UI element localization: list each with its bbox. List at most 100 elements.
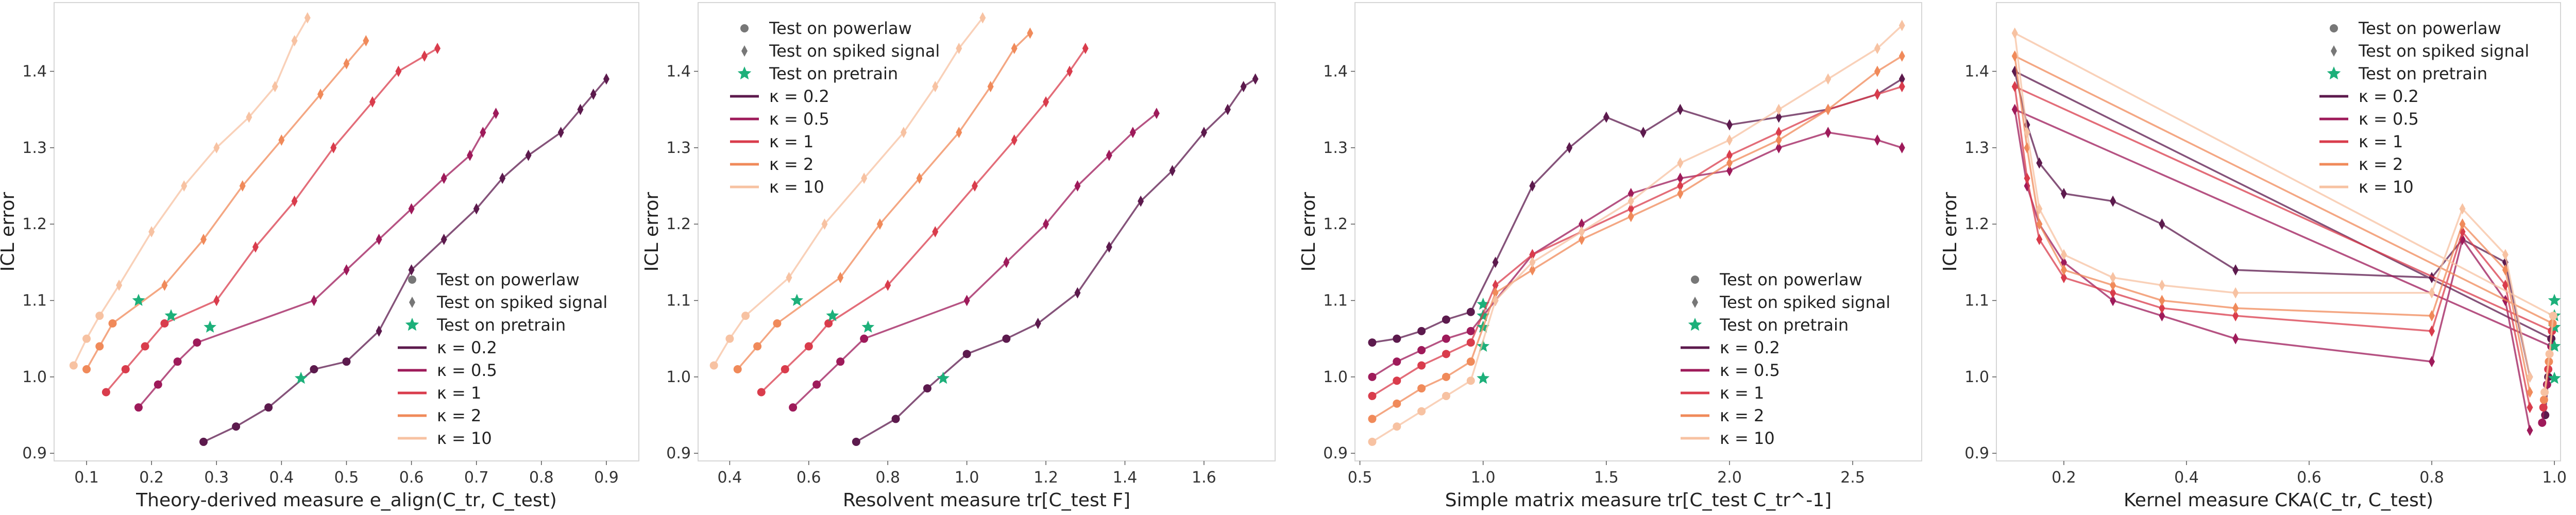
spiked-point — [1628, 187, 1634, 199]
spiked-point — [987, 81, 994, 93]
spiked-point — [1874, 43, 1880, 54]
x-tick-label: 0.8 — [875, 469, 900, 487]
x-tick-label: 0.5 — [334, 469, 359, 487]
spiked-point — [304, 12, 311, 24]
legend: Test on powerlaw Test on spiked signal Tes… — [1681, 270, 1890, 448]
y-tick-label: 1.3 — [1323, 139, 1348, 157]
powerlaw-point — [69, 361, 78, 370]
series-line — [2013, 54, 2554, 400]
powerlaw-point — [1368, 437, 1377, 446]
powerlaw-point — [733, 365, 742, 373]
powerlaw-point — [1393, 357, 1401, 366]
spiked-point — [499, 173, 506, 184]
pretrain-star — [204, 320, 216, 333]
spiked-point — [1138, 195, 1144, 207]
spiked-point — [1899, 50, 1905, 62]
series-line — [1372, 78, 1903, 344]
spiked-point — [1003, 256, 1010, 268]
y-tick-label: 1.1 — [1964, 292, 1989, 310]
series-line — [2013, 31, 2554, 392]
powerlaw-point — [789, 403, 798, 412]
spiked-point — [2024, 173, 2030, 184]
legend: Test on powerlaw Test on spiked signal Tes… — [730, 19, 940, 197]
spiked-point — [2232, 310, 2239, 322]
series-kappa-1 — [134, 108, 499, 412]
powerlaw-point — [1417, 361, 1426, 370]
spiked-point — [821, 218, 828, 230]
spiked-point — [272, 81, 278, 93]
y-tick-label: 1.0 — [22, 368, 47, 386]
series-kappa-3 — [1368, 50, 1905, 423]
spiked-point — [1640, 127, 1647, 139]
y-tick-label: 1.3 — [1964, 139, 1989, 157]
spiked-point — [932, 81, 939, 93]
powerlaw-point — [1393, 422, 1401, 431]
powerlaw-point — [1442, 350, 1450, 358]
spiked-point — [291, 35, 298, 47]
spiked-point — [2024, 127, 2030, 139]
series-line — [737, 32, 1031, 370]
spiked-point — [1775, 104, 1782, 115]
spiked-point — [1874, 65, 1880, 77]
spiked-point — [900, 127, 907, 139]
powerlaw-point — [741, 312, 750, 320]
spiked-point — [493, 108, 499, 119]
spiked-point — [363, 35, 369, 47]
series-line — [2013, 108, 2553, 431]
legend-label: κ = 0.5 — [769, 109, 829, 129]
spiked-point — [1492, 295, 1499, 306]
spiked-point — [956, 43, 962, 54]
spiked-point — [1628, 203, 1634, 215]
powerlaw-point — [1417, 407, 1426, 416]
legend-marker-powerlaw — [2330, 24, 2338, 32]
powerlaw-point — [836, 357, 845, 366]
powerlaw-point — [1442, 334, 1450, 343]
y-tick-label: 1.2 — [666, 215, 691, 233]
legend-marker-spiked — [409, 297, 415, 308]
powerlaw-point — [757, 388, 766, 397]
legend-label: Test on pretrain — [2358, 64, 2487, 83]
spiked-point — [1035, 318, 1041, 329]
legend-label: Test on pretrain — [436, 315, 566, 335]
spiked-point — [1775, 111, 1782, 123]
spiked-point — [2527, 371, 2533, 383]
powerlaw-point — [1368, 338, 1377, 347]
pretrain-star — [861, 320, 875, 333]
spiked-point — [1825, 127, 1832, 139]
powerlaw-point — [1442, 315, 1450, 324]
x-axis-title: Simple matrix measure tr[C_test C_tr^-1] — [1445, 490, 1832, 511]
spiked-point — [1074, 287, 1081, 299]
powerlaw-point — [1442, 391, 1450, 400]
legend-label: κ = 0.5 — [2359, 109, 2419, 129]
spiked-point — [2060, 272, 2067, 283]
spiked-point — [603, 73, 609, 85]
spiked-point — [2232, 302, 2239, 314]
spiked-point — [963, 295, 970, 306]
spiked-point — [2527, 402, 2533, 414]
spiked-point — [200, 233, 207, 245]
legend-label: κ = 0.2 — [1720, 338, 1780, 357]
series-line — [713, 17, 984, 366]
powerlaw-point — [141, 342, 149, 351]
spiked-point — [2011, 81, 2018, 93]
y-tick-label: 0.9 — [1964, 444, 1989, 462]
spiked-point — [2011, 104, 2018, 115]
x-tick-label: 2.5 — [1840, 469, 1865, 487]
legend-label: Test on powerlaw — [1719, 270, 1862, 289]
powerlaw-point — [264, 403, 273, 412]
spiked-point — [837, 272, 844, 283]
legend-marker-spiked — [2331, 45, 2337, 57]
x-tick-label: 0.4 — [2174, 469, 2199, 487]
series-kappa-4 — [1368, 20, 1905, 446]
powerlaw-point — [2539, 396, 2548, 404]
spiked-point — [408, 203, 415, 215]
spiked-point — [2429, 287, 2435, 299]
spiked-point — [252, 241, 259, 253]
spiked-point — [2110, 287, 2116, 299]
y-tick-label: 1.2 — [1964, 215, 1989, 233]
x-tick-label: 0.3 — [204, 469, 229, 487]
powerlaw-point — [82, 334, 91, 343]
spiked-point — [330, 142, 337, 153]
legend-label: κ = 10 — [2359, 177, 2414, 197]
